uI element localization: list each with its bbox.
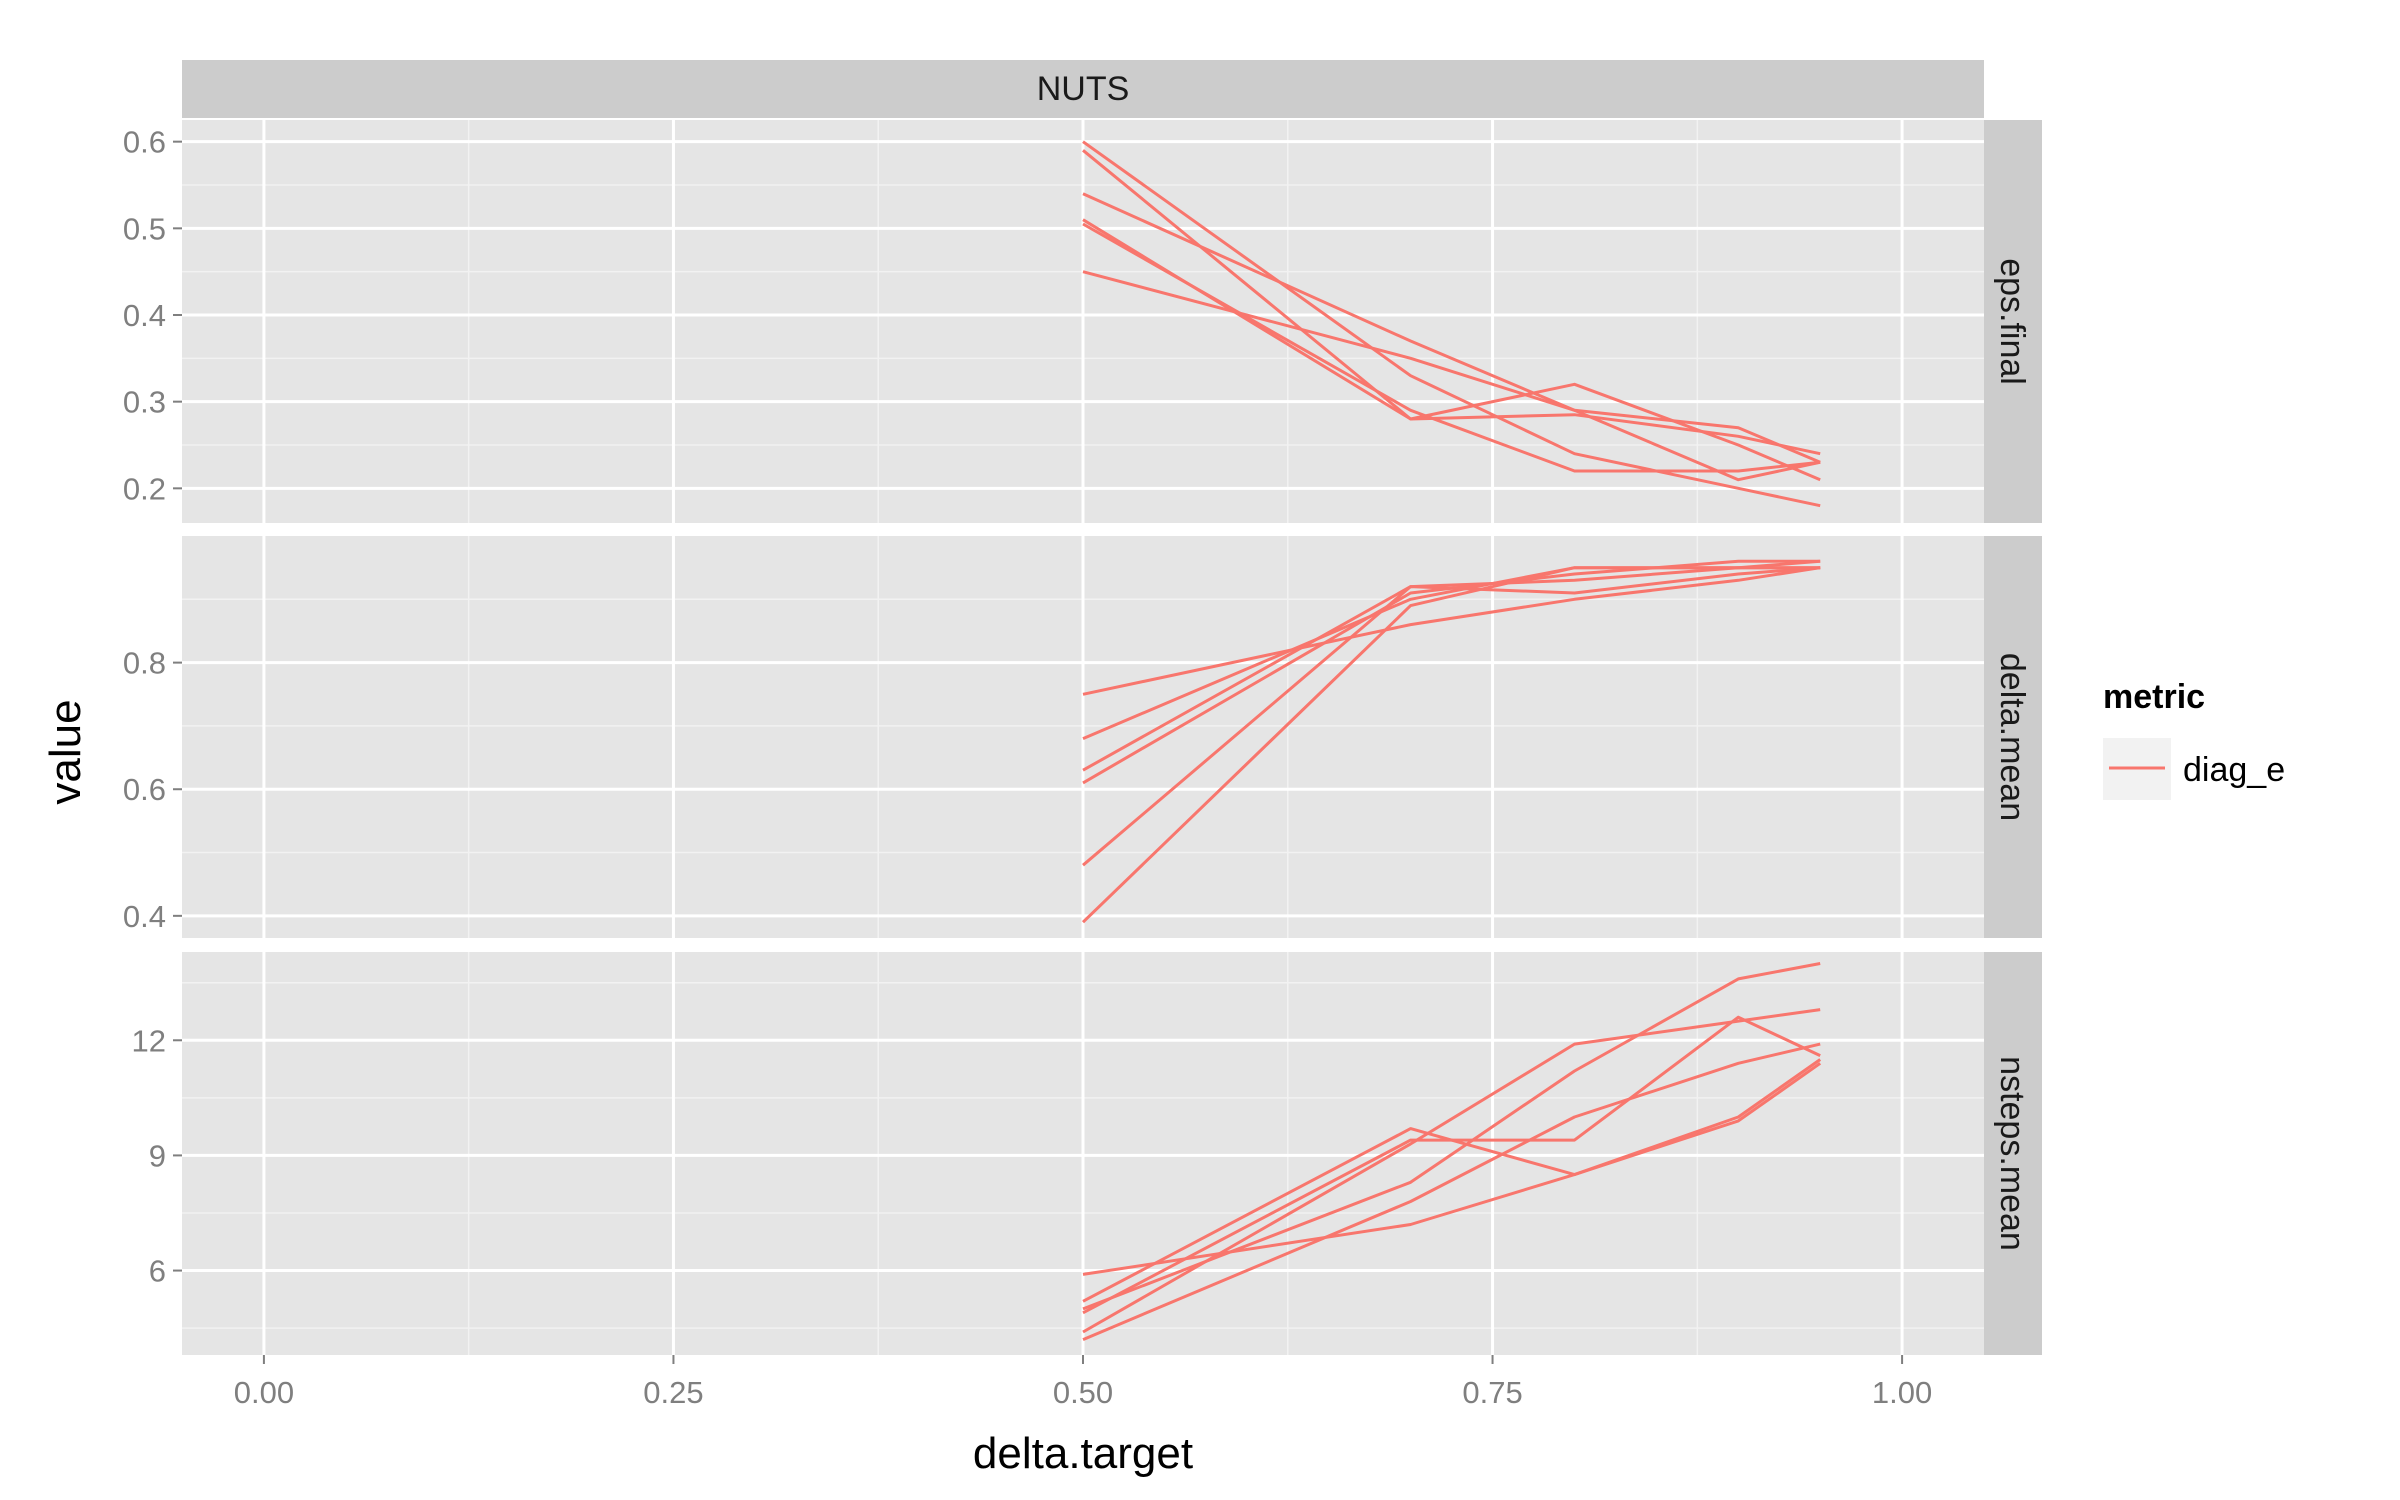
series-line-4: [1082, 1015, 1821, 1315]
facet-strip-right-label: nsteps.mean: [1993, 1056, 2031, 1251]
y-tick-label: 0.4: [123, 298, 166, 333]
panels-layer: 0.2 0.3 0.4 0.5 0.6 eps.final 0.4 0.6 0.8 delta.m…: [123, 120, 2042, 1355]
x-tick-label: 0.00: [234, 1375, 294, 1410]
y-tick-label: 0.5: [123, 211, 166, 246]
legend-title: metric: [2103, 678, 2205, 716]
x-axis: 0.00 0.25 0.50 0.75 1.00: [234, 1355, 1932, 1410]
x-tick-label: 0.50: [1053, 1375, 1113, 1410]
y-tick-label: 6: [149, 1254, 166, 1289]
x-tick-label: 0.75: [1462, 1375, 1522, 1410]
y-tick-label: 0.6: [123, 772, 166, 807]
facet-strip-right: [1984, 952, 2042, 1355]
y-tick-label: 0.3: [123, 385, 166, 420]
panel-nsteps-mean: 6 9 12 nsteps.mean: [132, 952, 2042, 1355]
series-line-4: [1082, 218, 1821, 482]
y-tick-label: 0.2: [123, 471, 166, 506]
series-line-2: [1082, 1062, 1822, 1303]
series-line-3: [1082, 566, 1821, 772]
legend-label-diag-e: diag_e: [2183, 751, 2285, 789]
x-tick-label: 1.00: [1872, 1375, 1932, 1410]
series-line-6: [1082, 1042, 1821, 1341]
series-line-6: [1082, 270, 1821, 482]
series-line-1: [1082, 140, 1821, 508]
series-line-3: [1082, 962, 1821, 1311]
series-line-6: [1081, 566, 1821, 924]
y-tick-label: 0.8: [123, 646, 166, 681]
y-tick-label: 0.4: [123, 899, 166, 934]
facet-strip-right-label: delta.mean: [1993, 653, 2031, 821]
facet-strip-right-label: eps.final: [1993, 258, 2031, 385]
panel-delta-mean: 0.4 0.6 0.8 delta.mean: [123, 536, 2042, 938]
y-tick-label: 9: [149, 1138, 166, 1173]
legend: metric diag_e: [2103, 678, 2285, 800]
y-tick-label: 0.6: [123, 125, 166, 160]
x-axis-title: delta.target: [973, 1429, 1193, 1478]
series-line-4: [1082, 559, 1821, 785]
series-line-5: [1082, 222, 1821, 473]
series-line-5: [1082, 1008, 1821, 1334]
panel-eps-final: 0.2 0.3 0.4 0.5 0.6 eps.final: [123, 120, 2042, 523]
y-tick-label: 12: [132, 1023, 166, 1058]
y-axis-title: value: [41, 699, 90, 804]
facet-strip-right: [1984, 536, 2042, 938]
facet-strip-top: [182, 60, 1984, 118]
facet-strip-top-label: NUTS: [1037, 70, 1130, 108]
facet-strip-right: [1984, 120, 2042, 523]
x-tick-label: 0.25: [643, 1375, 703, 1410]
